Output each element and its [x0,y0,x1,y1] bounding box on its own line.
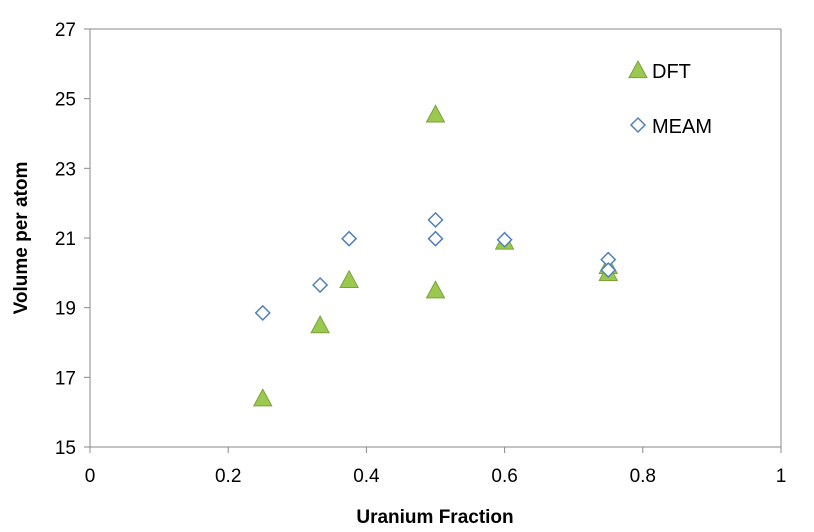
legend-triangle-icon [628,59,648,79]
y-tick-label: 23 [55,159,76,180]
x-axis-title: Uranium Fraction [356,507,513,528]
triangle-point-dft [310,315,330,334]
x-tick-label: 1 [776,466,787,487]
series-dft [252,104,619,407]
data-points [252,104,619,407]
diamond-point-meam [427,211,444,228]
x-axis-ticks: 0 0.2 0.4 0.6 0.8 1 [85,447,787,487]
x-tick-label: 0.2 [215,466,241,487]
x-tick-label: 0.6 [491,466,517,487]
y-tick-label: 17 [55,368,76,389]
series-meam [254,211,617,321]
diamond-point-meam [427,230,444,247]
y-axis-ticks: 15 17 19 21 23 25 27 [55,20,90,459]
diamond-point-meam [496,231,513,248]
y-tick-label: 25 [55,90,76,111]
x-tick-label: 0.8 [630,466,656,487]
triangle-point-dft [339,269,359,288]
triangle-point-dft [425,280,446,299]
triangle-point-dft [252,388,273,407]
legend-label: DFT [652,61,691,83]
legend-label: MEAM [652,116,712,138]
x-tick-label: 0 [85,466,96,487]
legend-diamond-icon [629,116,647,134]
y-tick-label: 27 [55,20,76,41]
legend-item-dft: DFT [628,59,691,83]
diamond-point-meam [341,230,358,247]
legend: DFT MEAM [628,59,712,138]
x-tick-label: 0.4 [353,466,380,487]
triangle-point-dft [425,104,446,123]
diamond-point-meam [600,261,617,279]
y-tick-label: 15 [55,438,76,459]
y-tick-label: 19 [55,299,76,320]
y-tick-label: 21 [55,229,76,250]
y-axis-title: Volume per atom [11,162,32,315]
diamond-point-meam [312,276,329,294]
diamond-point-meam [254,304,271,321]
legend-item-meam: MEAM [629,116,712,138]
